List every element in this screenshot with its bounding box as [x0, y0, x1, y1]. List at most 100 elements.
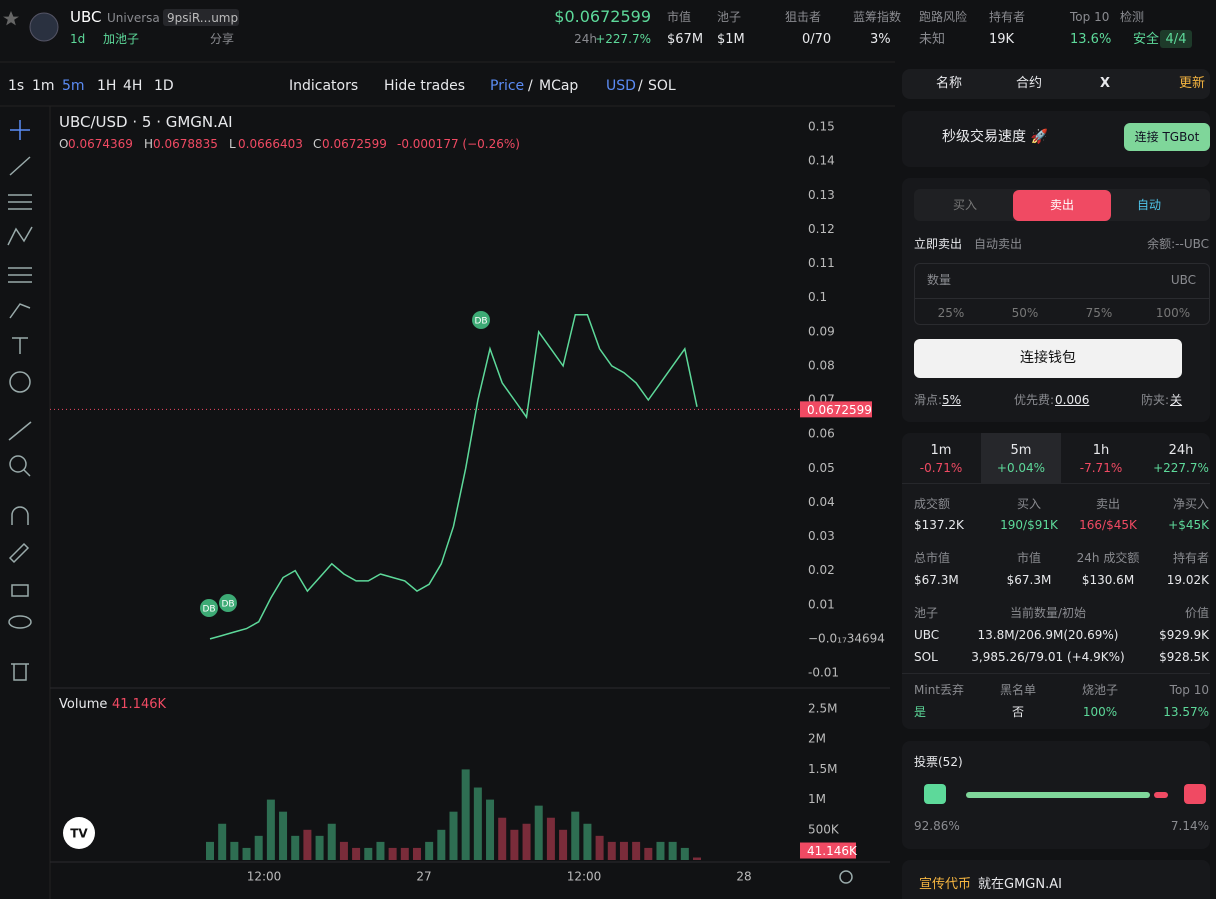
volume-bar: [473, 787, 482, 860]
volume-bar: [644, 847, 653, 860]
search-bar: [902, 69, 1210, 99]
mev-value[interactable]: 关: [1170, 393, 1183, 407]
star-icon[interactable]: [3, 11, 19, 26]
chart-title: UBC/USD · 5 · GMGN.AI: [59, 113, 233, 131]
volume-bar: [498, 817, 507, 860]
tab[interactable]: 卖出: [1049, 198, 1075, 212]
volume-tick-label: 500K: [808, 822, 840, 836]
search-item[interactable]: 合约: [1015, 76, 1043, 91]
hide-trades[interactable]: Hide trades: [384, 78, 465, 94]
volume-bar: [266, 799, 275, 860]
volume-tick-label: 1.5M: [808, 762, 837, 776]
ohlc-value: 0.0666403: [238, 137, 303, 151]
period-label[interactable]: 1m: [930, 443, 952, 458]
stat-value: 19.02K: [1166, 573, 1209, 587]
thumb-up[interactable]: [924, 784, 946, 804]
y-tick-label: 0.09: [808, 324, 835, 338]
ohlc-label: H: [144, 137, 154, 151]
percent-btn[interactable]: 50%: [1011, 306, 1039, 320]
mode[interactable]: 立即卖出: [914, 237, 963, 251]
stat-label: 持有者: [1172, 551, 1209, 565]
address-bg: [163, 9, 239, 26]
percent-btn[interactable]: 75%: [1085, 306, 1113, 320]
search-item[interactable]: 更新: [1178, 76, 1206, 91]
token-symbol: UBC: [70, 8, 102, 26]
mode[interactable]: 自动卖出: [974, 237, 1023, 251]
interval[interactable]: 1H: [97, 78, 117, 94]
promo-highlight[interactable]: 宣传代币: [919, 877, 972, 892]
votes-down-label: 7.14%: [1170, 819, 1209, 833]
volume-bar: [619, 841, 628, 860]
volume-bar: [206, 841, 214, 860]
tgbot-label[interactable]: 连接 TGBot: [1134, 130, 1200, 144]
stat-value: $137.2K: [914, 518, 964, 532]
volume-bar: [279, 811, 288, 860]
tab[interactable]: 自动: [1136, 198, 1162, 212]
pool-header: 池子: [914, 606, 939, 620]
add-pool[interactable]: 加池子: [103, 32, 140, 46]
volume-bar: [437, 829, 446, 860]
promo-text: 就在GMGN.AI: [978, 877, 1062, 892]
volume-bar: [534, 805, 543, 860]
mev-label: 防夹:: [1141, 393, 1170, 407]
period-label[interactable]: 5m: [1010, 443, 1032, 458]
y-tick-label: 0.02: [808, 563, 835, 577]
security-value: 是: [914, 705, 927, 719]
interval[interactable]: 4H: [123, 78, 143, 94]
indicators[interactable]: Indicators: [289, 78, 359, 94]
trade-marker-label: DB: [221, 600, 234, 610]
ohlc-value: 0.0674369: [68, 137, 133, 151]
volume-bar: [668, 841, 677, 860]
tab[interactable]: 买入: [952, 198, 978, 212]
volume-bar: [230, 841, 239, 860]
share[interactable]: 分享: [210, 32, 235, 46]
interval[interactable]: 5m: [62, 78, 85, 94]
ohlc-label: L: [229, 137, 236, 151]
percent-btn[interactable]: 25%: [937, 306, 965, 320]
interval[interactable]: 1s: [8, 78, 25, 94]
token-address[interactable]: 9psiR...ump: [167, 11, 239, 25]
pool-cell: 3,985.26/79.01 (+4.9K%): [971, 650, 1125, 664]
connect-label[interactable]: 连接钱包: [1020, 350, 1076, 366]
volume-title: Volume: [59, 697, 108, 712]
volume-bar: [510, 829, 519, 860]
votes-down-bar: [1153, 792, 1168, 798]
volume-bar: [583, 823, 592, 860]
interval[interactable]: 1D: [154, 78, 174, 94]
trade-marker-label: DB: [474, 317, 487, 327]
search-item[interactable]: X: [1099, 76, 1111, 91]
tgbot-btn[interactable]: [1124, 123, 1210, 151]
stat-label: Top 10: [1070, 10, 1110, 24]
search-item[interactable]: 名称: [935, 76, 963, 91]
sol-toggle[interactable]: SOL: [648, 78, 676, 94]
stat-label: 市值: [1016, 551, 1042, 565]
thumb-down[interactable]: [1184, 784, 1206, 804]
slippage-value[interactable]: 5%: [942, 393, 962, 407]
stat-value: 19K: [989, 32, 1015, 47]
percent-btn[interactable]: 100%: [1155, 306, 1191, 320]
tv-logo[interactable]: [63, 817, 95, 849]
interval[interactable]: 1m: [32, 78, 55, 94]
pool-cell: $928.5K: [1159, 650, 1209, 664]
priority-value[interactable]: 0.006: [1055, 393, 1090, 407]
stat-label: 蓝筹指数: [853, 10, 902, 24]
y-tick-label: 0.13: [808, 188, 835, 202]
period-label[interactable]: 1h: [1092, 443, 1110, 458]
price-toggle[interactable]: Price: [490, 78, 525, 94]
stat-value: 166/$45K: [1079, 518, 1137, 532]
sell-tab[interactable]: [1013, 190, 1111, 221]
volume-bar: [388, 847, 397, 860]
period-value: +0.04%: [996, 461, 1046, 475]
usd-toggle[interactable]: USD: [606, 78, 636, 94]
speed-text: 秒级交易速度 🚀: [942, 129, 1048, 145]
period-label[interactable]: 24h: [1168, 443, 1194, 458]
connect-btn[interactable]: [914, 339, 1182, 378]
stat-label: 持有者: [989, 10, 1026, 24]
stat-value: $1M: [717, 32, 745, 47]
amount-input[interactable]: [914, 263, 1210, 325]
volume-bar: [254, 835, 263, 860]
stat-label: 总市值: [914, 551, 951, 565]
y-tick-label: 0.14: [808, 154, 835, 168]
mcap-toggle[interactable]: MCap: [539, 78, 579, 94]
